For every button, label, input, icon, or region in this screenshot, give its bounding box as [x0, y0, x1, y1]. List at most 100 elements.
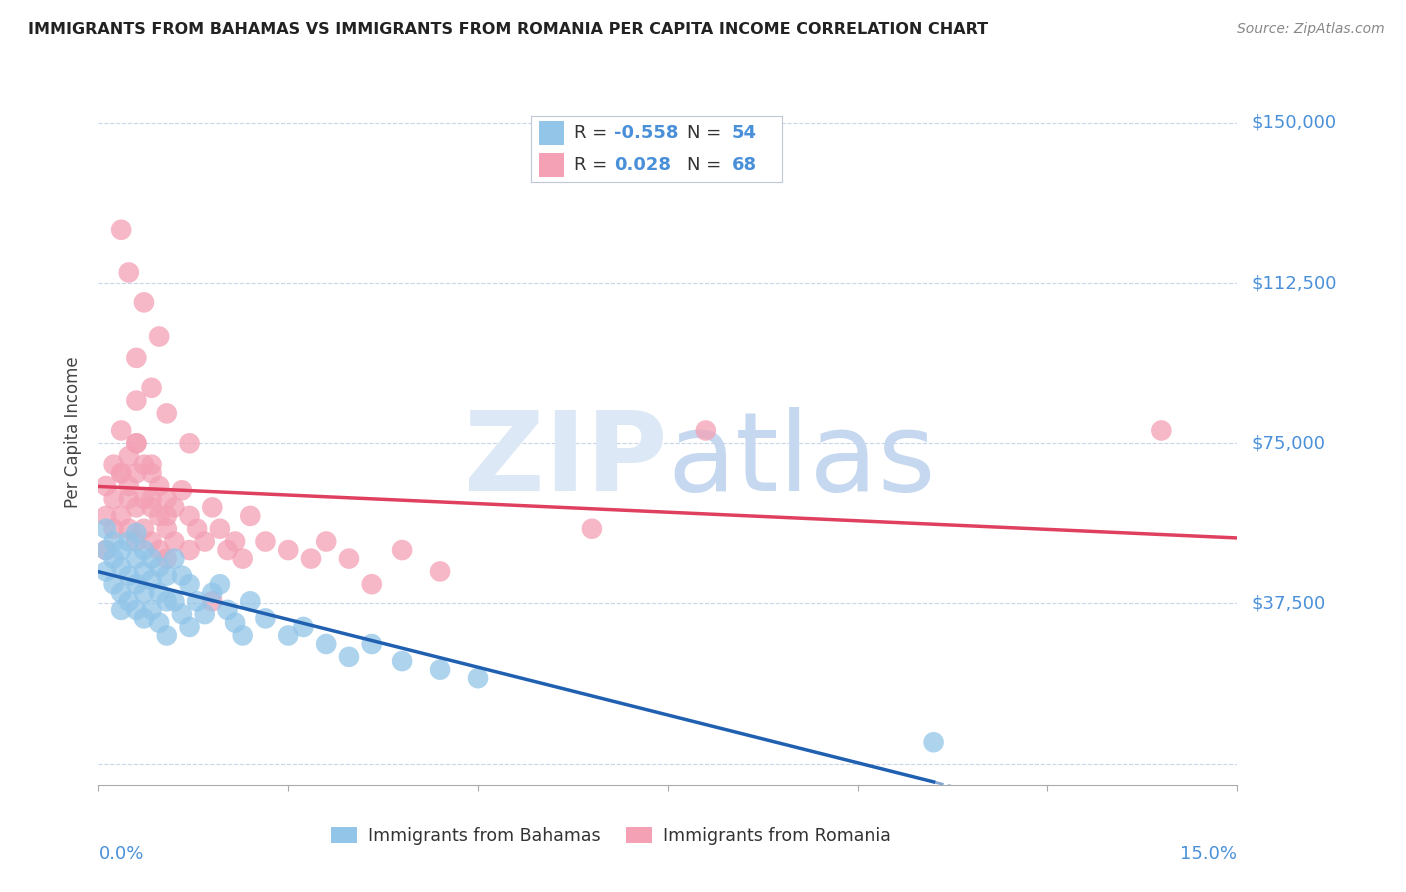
Point	[118, 265, 141, 279]
Point	[141, 491, 163, 506]
Point	[232, 628, 254, 642]
Point	[224, 534, 246, 549]
Point	[132, 522, 155, 536]
Point	[156, 491, 179, 506]
Point	[156, 406, 179, 420]
Point	[194, 607, 217, 621]
Point	[922, 735, 945, 749]
Point	[148, 586, 170, 600]
Text: N =: N =	[686, 156, 727, 174]
Point	[103, 522, 125, 536]
Point	[132, 491, 155, 506]
Point	[103, 491, 125, 506]
Point	[156, 508, 179, 523]
Point	[170, 483, 193, 498]
Point	[132, 543, 155, 558]
Point	[141, 603, 163, 617]
Legend: Immigrants from Bahamas, Immigrants from Romania: Immigrants from Bahamas, Immigrants from…	[322, 819, 900, 854]
Point	[125, 603, 148, 617]
Text: $37,500: $37,500	[1251, 594, 1326, 613]
Point	[156, 568, 179, 582]
Text: -0.558: -0.558	[614, 124, 678, 142]
Point	[156, 628, 179, 642]
Point	[132, 611, 155, 625]
Point	[125, 436, 148, 450]
Text: 0.028: 0.028	[614, 156, 671, 174]
Point	[239, 594, 262, 608]
Point	[118, 568, 141, 582]
Point	[163, 551, 186, 566]
Point	[429, 565, 451, 579]
Point	[360, 577, 382, 591]
Text: $75,000: $75,000	[1251, 434, 1326, 452]
Point	[467, 671, 489, 685]
Point	[125, 526, 148, 541]
Point	[141, 551, 163, 566]
Point	[125, 500, 148, 515]
Point	[141, 500, 163, 515]
Point	[110, 603, 132, 617]
Point	[125, 393, 148, 408]
Point	[132, 458, 155, 472]
Point	[156, 594, 179, 608]
Point	[141, 534, 163, 549]
Text: atlas: atlas	[668, 408, 936, 515]
Point	[103, 551, 125, 566]
Point	[179, 508, 201, 523]
Point	[125, 551, 148, 566]
Point	[277, 543, 299, 558]
Point	[179, 577, 201, 591]
Point	[132, 586, 155, 600]
Point	[224, 615, 246, 630]
Point	[156, 522, 179, 536]
Point	[110, 543, 132, 558]
Point	[125, 577, 148, 591]
Point	[110, 586, 132, 600]
Point	[94, 565, 117, 579]
Point	[232, 551, 254, 566]
Text: N =: N =	[686, 124, 727, 142]
Point	[695, 424, 717, 438]
Point	[148, 508, 170, 523]
Point	[110, 466, 132, 480]
Point	[94, 522, 117, 536]
Point	[201, 594, 224, 608]
Point	[118, 594, 141, 608]
Bar	[538, 153, 564, 178]
Point	[391, 543, 413, 558]
Point	[254, 534, 277, 549]
Point	[186, 522, 208, 536]
Point	[125, 351, 148, 365]
Text: $112,500: $112,500	[1251, 274, 1337, 293]
Text: Source: ZipAtlas.com: Source: ZipAtlas.com	[1237, 22, 1385, 37]
Point	[201, 586, 224, 600]
Point	[217, 543, 239, 558]
Text: R =: R =	[574, 156, 613, 174]
Point	[163, 534, 186, 549]
Text: 68: 68	[731, 156, 756, 174]
Point	[208, 522, 231, 536]
Point	[337, 649, 360, 664]
Point	[148, 329, 170, 343]
Point	[179, 436, 201, 450]
Point	[179, 543, 201, 558]
Point	[1150, 424, 1173, 438]
Point	[391, 654, 413, 668]
Point	[110, 508, 132, 523]
Point	[110, 466, 132, 480]
Point	[141, 458, 163, 472]
Point	[103, 458, 125, 472]
Point	[186, 594, 208, 608]
Text: R =: R =	[574, 124, 613, 142]
Point	[163, 594, 186, 608]
Point	[254, 611, 277, 625]
Text: ZIP: ZIP	[464, 408, 668, 515]
Text: 15.0%: 15.0%	[1180, 845, 1237, 863]
Point	[581, 522, 603, 536]
Point	[299, 551, 322, 566]
Point	[125, 466, 148, 480]
Point	[148, 560, 170, 574]
Point	[201, 500, 224, 515]
Point	[208, 577, 231, 591]
Point	[110, 424, 132, 438]
